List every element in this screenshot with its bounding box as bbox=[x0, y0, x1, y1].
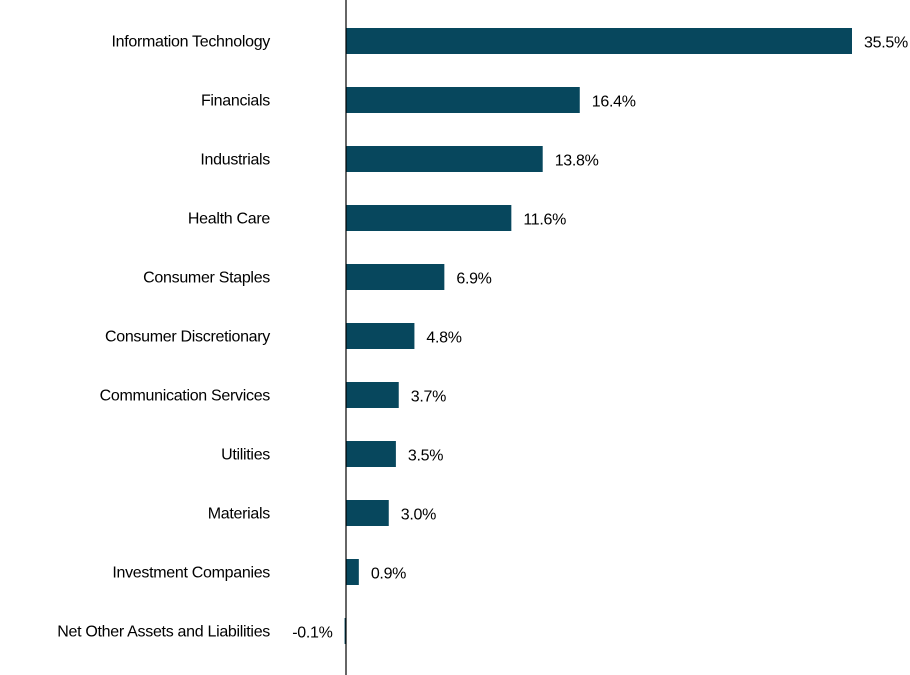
category-label-materials: Materials bbox=[208, 506, 271, 523]
value-label-net-other-assets-and-liabilities: -0.1% bbox=[292, 625, 332, 642]
value-label-communication-services: 3.7% bbox=[411, 389, 446, 406]
value-label-utilities: 3.5% bbox=[408, 448, 443, 465]
bar-financials bbox=[346, 87, 580, 113]
bar-communication-services bbox=[346, 382, 399, 408]
category-label-consumer-staples: Consumer Staples bbox=[143, 270, 270, 287]
category-label-information-technology: Information Technology bbox=[111, 34, 270, 51]
category-label-health-care: Health Care bbox=[188, 211, 270, 228]
category-label-net-other-assets-and-liabilities: Net Other Assets and Liabilities bbox=[57, 624, 270, 641]
value-labels-group: 35.5% 16.4% 13.8% 11.6% 6.9% 4.8% 3.7% 3.5% 3.0%… bbox=[292, 35, 908, 642]
value-label-health-care: 11.6% bbox=[523, 212, 566, 229]
bar-consumer-discretionary bbox=[346, 323, 415, 349]
value-label-consumer-discretionary: 4.8% bbox=[426, 330, 461, 347]
category-label-financials: Financials bbox=[201, 93, 270, 110]
value-label-financials: 16.4% bbox=[592, 94, 636, 111]
category-labels-group: Information Technology Financials Industri… bbox=[57, 34, 270, 641]
bar-materials bbox=[346, 500, 389, 526]
category-label-utilities: Utilities bbox=[221, 447, 270, 464]
bar-investment-companies bbox=[346, 559, 359, 585]
bars-group bbox=[344, 28, 852, 644]
value-label-industrials: 13.8% bbox=[555, 153, 599, 170]
category-label-consumer-discretionary: Consumer Discretionary bbox=[105, 329, 270, 346]
category-label-communication-services: Communication Services bbox=[100, 388, 271, 405]
bar-industrials bbox=[346, 146, 543, 172]
value-label-consumer-staples: 6.9% bbox=[456, 271, 491, 288]
value-label-information-technology: 35.5% bbox=[864, 35, 908, 52]
value-label-investment-companies: 0.9% bbox=[371, 566, 406, 583]
bar-net-other-assets-and-liabilities bbox=[344, 618, 346, 644]
category-label-investment-companies: Investment Companies bbox=[112, 565, 270, 582]
bar-information-technology bbox=[346, 28, 852, 54]
bar-consumer-staples bbox=[346, 264, 445, 290]
category-label-industrials: Industrials bbox=[200, 152, 270, 169]
value-label-materials: 3.0% bbox=[401, 507, 436, 524]
bar-health-care bbox=[346, 205, 512, 231]
bar-utilities bbox=[346, 441, 396, 467]
